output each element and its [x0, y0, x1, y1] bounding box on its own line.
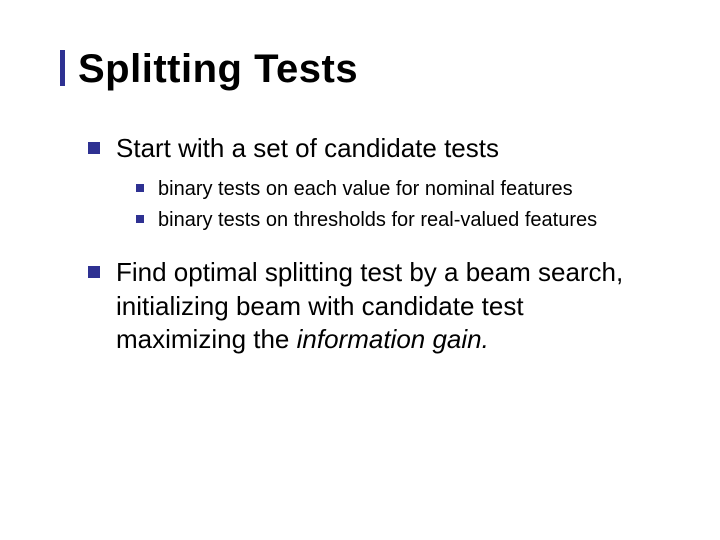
title-accent-bar [60, 50, 65, 86]
square-bullet-icon [136, 215, 144, 223]
square-bullet-icon [88, 142, 100, 154]
bullet-l2: binary tests on thresholds for real-valu… [136, 207, 660, 234]
bullet-l2-text: binary tests on thresholds for real-valu… [158, 207, 597, 234]
bullet-l1: Start with a set of candidate tests [88, 132, 660, 166]
square-bullet-icon [88, 266, 100, 278]
bullet-l1-text: Start with a set of candidate tests [116, 132, 499, 166]
bullet-l1: Find optimal splitting test by a beam se… [88, 256, 660, 357]
slide: Splitting Tests Start with a set of cand… [0, 0, 720, 540]
slide-body: Start with a set of candidate tests bina… [60, 132, 660, 357]
title-wrap: Splitting Tests [60, 48, 358, 90]
bullet-l2: binary tests on each value for nominal f… [136, 176, 660, 203]
bullet-text-italic: information gain. [297, 324, 489, 354]
bullet-l1-text: Find optimal splitting test by a beam se… [116, 256, 660, 357]
slide-title: Splitting Tests [78, 48, 358, 90]
bullet-l2-text: binary tests on each value for nominal f… [158, 176, 573, 203]
sub-bullets: binary tests on each value for nominal f… [136, 176, 660, 234]
square-bullet-icon [136, 184, 144, 192]
